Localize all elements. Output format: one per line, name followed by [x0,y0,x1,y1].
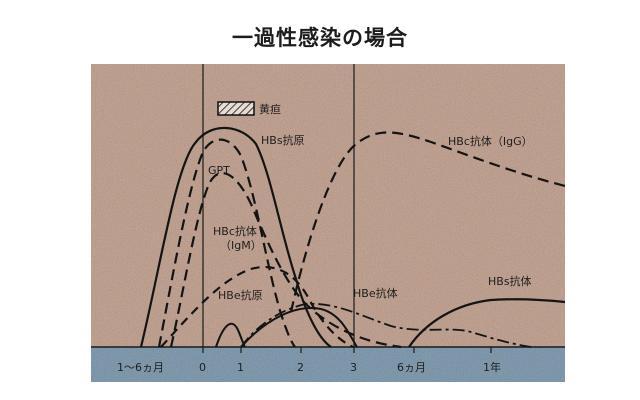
hbc-antibody-igm-label-line2: （IgM） [220,239,262,252]
tick-label-2: 2 [297,361,304,374]
hbs-antigen-label: HBs抗原 [261,134,305,147]
infection-time-course-diagram: 黄疸 HBs抗原 GPT HBc抗体 （IgM） HBe抗原 HBe抗体 HBc… [91,64,565,382]
hbs-antigen-tail-curve [240,307,358,348]
gpt-label: GPT [208,164,230,177]
hbc-antibody-igm-curve [169,172,402,349]
hbc-antibody-igm-label-line1: HBc抗体 [213,225,257,238]
hbe-antibody-label: HBe抗体 [353,287,398,300]
hbs-antigen-curve [139,126,332,348]
hbc-antibody-igg-label: HBc抗体（IgG） [448,135,533,148]
diagram-svg [91,64,565,382]
jaundice-legend-label: 黄疸 [259,103,281,116]
tick-label-1: 1 [237,361,244,374]
hbc-antibody-igg-curve [289,131,565,313]
tick-label-pre-onset: 1～6ヵ月 [117,361,164,374]
hbs-antibody-label: HBs抗体 [488,275,532,288]
tick-label-1-year: 1年 [483,361,501,374]
tick-label-0: 0 [199,361,206,374]
diagram-title: 一過性感染の場合 [232,26,408,50]
axis-tick-marks [202,347,492,353]
hbe-antigen-label: HBe抗原 [218,289,263,302]
tick-label-3: 3 [350,361,357,374]
time-axis-band [91,347,565,382]
hbs-antibody-curve [408,298,565,348]
hbe-antigen-curve [160,265,354,348]
tick-label-6-months: 6ヵ月 [397,361,426,374]
hbe-antibody-curve [240,302,532,348]
